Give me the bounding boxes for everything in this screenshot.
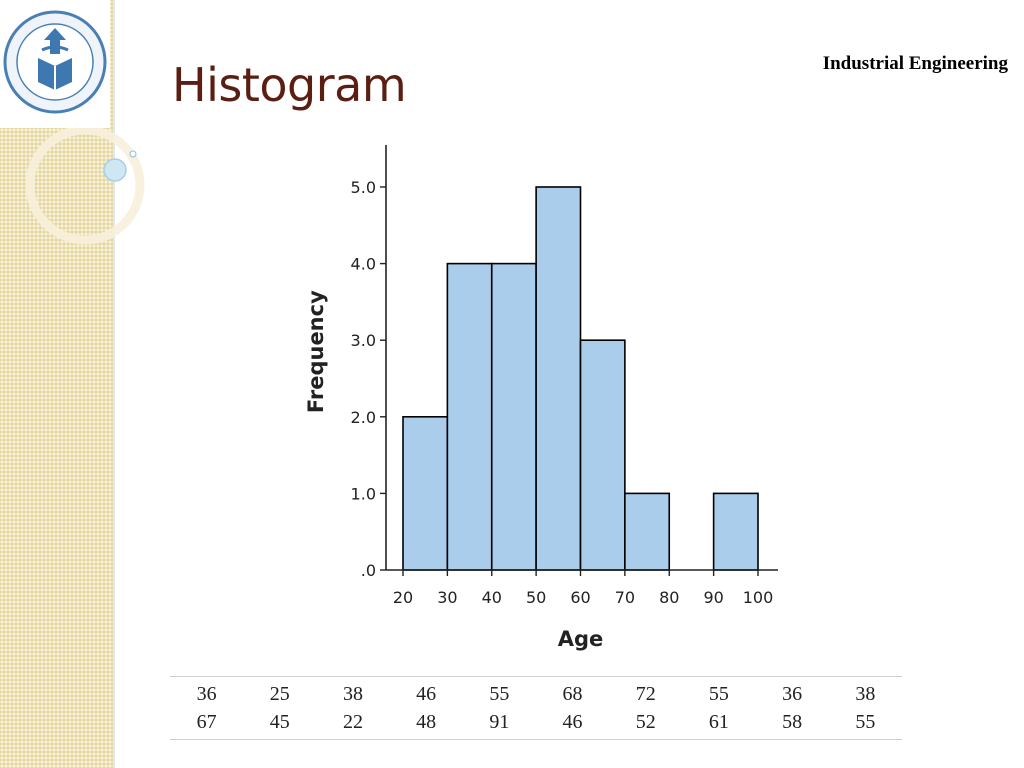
y-tick-label: 1.0 (351, 484, 376, 503)
x-tick-label: 70 (615, 588, 635, 607)
table-cell: 36 (196, 682, 217, 705)
y-tick-label: 5.0 (351, 178, 376, 197)
y-tick-label: 4.0 (351, 255, 376, 274)
table-cell: 61 (708, 710, 729, 733)
x-axis-label: Age (558, 627, 604, 651)
table-cell: 55 (489, 682, 510, 705)
raw-data-table: 36 25 38 46 55 68 72 55 36 38 67 45 22 48 91 46 52 61 58 55 (170, 676, 902, 740)
table-cell: 22 (342, 710, 363, 733)
table-cell: 68 (562, 682, 583, 705)
table-cell: 55 (708, 682, 729, 705)
table-cell: 45 (269, 710, 290, 733)
table-cell: 67 (196, 710, 217, 733)
y-tick-label: 2.0 (351, 408, 376, 427)
table-cell: 38 (342, 682, 363, 705)
logo-container (0, 0, 110, 128)
side-border-line (113, 0, 115, 768)
x-tick-label: 40 (482, 588, 502, 607)
university-seal-icon (3, 10, 107, 114)
histogram-bar-70-80 (624, 492, 671, 571)
decorative-circles (25, 125, 145, 245)
histogram-bar-50-60 (535, 186, 582, 571)
x-tick-label: 100 (743, 588, 774, 607)
organization-label: Industrial Engineering (822, 53, 1008, 74)
histogram-chart: .0 1.0 2.0 3.0 4.0 5.0 20 30 40 50 60 70 80 90 100 Age F… (304, 145, 778, 651)
table-cell: 25 (269, 682, 290, 705)
histogram-bar-40-50 (490, 262, 537, 571)
table-row: 36 25 38 46 55 68 72 55 36 38 (170, 677, 902, 709)
histogram-bar-20-30 (402, 415, 449, 571)
histogram-bar-60-70 (579, 339, 626, 571)
table-cell: 46 (416, 682, 437, 705)
x-tick-label: 30 (437, 588, 457, 607)
x-tick-label: 80 (659, 588, 679, 607)
x-tick-label: 60 (570, 588, 590, 607)
table-row: 67 45 22 48 91 46 52 61 58 55 (170, 708, 902, 740)
histogram-bar-30-40 (446, 262, 493, 571)
x-tick-label: 90 (703, 588, 723, 607)
table-cell: 48 (416, 710, 437, 733)
x-tick-label: 20 (393, 588, 413, 607)
table-cell: 52 (635, 710, 656, 733)
y-tick-label: .0 (361, 561, 376, 580)
histogram-bar-90-100 (712, 492, 759, 571)
table-cell: 72 (635, 682, 656, 705)
page-title: Histogram (172, 58, 407, 112)
table-cell: 38 (855, 682, 876, 705)
x-tick-label: 50 (526, 588, 546, 607)
table-cell: 91 (489, 710, 510, 733)
table-cell: 46 (562, 710, 583, 733)
table-cell: 58 (782, 710, 803, 733)
table-cell: 36 (782, 682, 803, 705)
y-tick-label: 3.0 (351, 331, 376, 350)
y-axis-label: Frequency (304, 290, 328, 413)
table-cell: 55 (855, 710, 876, 733)
